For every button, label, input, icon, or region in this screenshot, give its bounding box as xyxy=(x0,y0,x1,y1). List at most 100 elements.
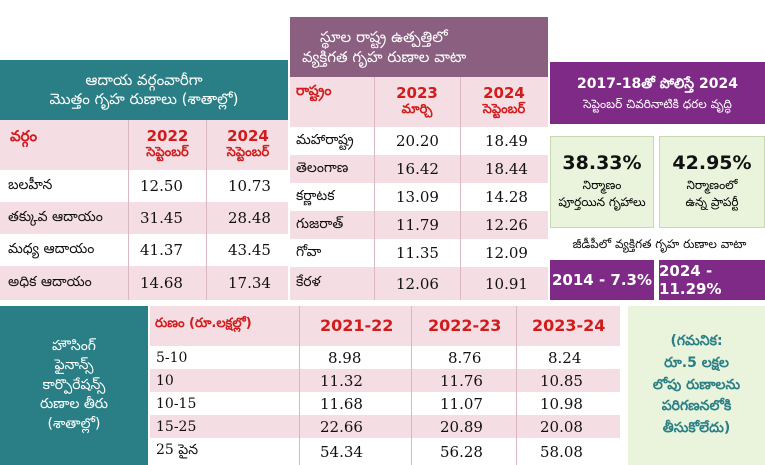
income-col-2024-year: 2024 xyxy=(227,127,269,145)
price-title: 2017-18తో పోలిస్తే 2024 సెప్టెంబర్ చివరి… xyxy=(550,62,765,124)
price-completed-card: 38.33% నిర్మాణం పూర్తయిన గృహాలు xyxy=(550,136,654,228)
hfc-row-label: 10-15 xyxy=(156,395,197,412)
price-construction-label2: ఉన్న ప్రాపర్టీ xyxy=(685,195,739,209)
income-col-2024-month: సెప్టెంబర్ xyxy=(226,145,270,160)
state-col-2024: 2024 సెప్టెంబర్ xyxy=(462,79,546,125)
state-title-line2: వ్యక్తిగత గృహ రుణాల వాటా xyxy=(302,48,467,66)
income-row-label: తక్కువ ఆదాయం xyxy=(8,208,103,225)
income-row-label: బలహీన xyxy=(8,176,53,193)
price-growth-box: 2017-18తో పోలిస్తే 2024 సెప్టెంబర్ చివరి… xyxy=(550,62,765,300)
hfc-note-line: పరిగణనలోకి xyxy=(661,398,732,415)
hfc-col-y2: 2022-23 xyxy=(428,316,502,335)
income-title-line2: మొత్తం గృహ రుణాలు (శాతాల్లో) xyxy=(49,90,239,108)
income-row-2024: 17.34 xyxy=(228,274,271,292)
hfc-row: 10-15 11.68 11.07 10.98 xyxy=(150,392,620,415)
hfc-row-y3: 58.08 xyxy=(540,442,583,461)
hfc-row: 5-10 8.98 8.76 8.24 xyxy=(150,346,620,369)
income-row-2022: 41.37 xyxy=(140,241,183,259)
hfc-col-y1: 2021-22 xyxy=(320,316,394,335)
state-row-2023: 11.79 xyxy=(396,216,439,234)
state-row-label: కేరళ xyxy=(296,274,321,290)
income-row-label: అధిక ఆదాయం xyxy=(8,273,92,290)
state-row-label: మహారాష్ట్ర xyxy=(296,131,354,148)
hfc-col-loan: రుణం (రూ.లక్షల్లో) xyxy=(155,316,252,331)
state-row-label: గోవా xyxy=(296,243,322,260)
state-row-2023: 16.42 xyxy=(396,160,439,178)
hfc-row-y2: 20.89 xyxy=(440,417,483,436)
hfc-note: (గమనిక: రూ.5 లక్షల లోపు రుణాలను పరిగణనలో… xyxy=(628,306,765,465)
hfc-side-line: కార్పొరేషన్స్ xyxy=(42,376,106,393)
state-row-2023: 20.20 xyxy=(396,132,439,150)
hfc-row-y1: 8.98 xyxy=(328,348,362,367)
state-row: తెలంగాణ 16.42 18.44 xyxy=(290,155,548,183)
state-table: స్థూల రాష్ట్ర ఉత్పత్తిలో వ్యక్తిగత గృహ ర… xyxy=(290,17,548,300)
hfc-divider xyxy=(299,306,300,465)
state-table-title: స్థూల రాష్ట్ర ఉత్పత్తిలో వ్యక్తిగత గృహ ర… xyxy=(290,17,548,77)
income-col-2022: 2022 సెప్టెంబర్ xyxy=(130,122,205,168)
hfc-row-label: 25 పైన xyxy=(156,442,199,458)
hfc-row-y3: 10.85 xyxy=(540,371,583,390)
hfc-note-line: తీసుకోలేదు) xyxy=(662,420,731,437)
hfc-row-y3: 8.24 xyxy=(548,348,582,367)
state-row: మహారాష్ట్ర 20.20 18.49 xyxy=(290,127,548,155)
hfc-side-line: (శాతాల్లో) xyxy=(47,415,101,432)
state-row: కర్ణాటక 13.09 14.28 xyxy=(290,183,548,211)
income-row: అధిక ఆదాయం 14.68 17.34 xyxy=(0,266,288,300)
hfc-row-label: 15-25 xyxy=(156,418,197,435)
state-row-label: తెలంగాణ xyxy=(296,159,349,176)
income-row-2024: 28.48 xyxy=(228,209,271,227)
state-row-label: గుజరాత్ xyxy=(296,215,344,232)
income-row-2024: 43.45 xyxy=(228,241,271,259)
hfc-row-label: 10 xyxy=(156,372,174,389)
state-col-2023-year: 2023 xyxy=(396,84,438,102)
income-col-2022-year: 2022 xyxy=(146,127,189,145)
state-row-2023: 13.09 xyxy=(396,188,439,206)
income-col-category: వర్గం xyxy=(10,127,38,145)
hfc-note-line: (గమనిక: xyxy=(670,333,723,350)
income-row-label: మధ్య ఆదాయం xyxy=(8,240,95,257)
income-col-2022-month: సెప్టెంబర్ xyxy=(146,145,189,160)
price-title-line2: సెప్టెంబర్ చివరినాటికి ధరల వృద్ధి xyxy=(583,96,732,111)
gdp-heading: జీడీపీలో వ్యక్తిగత గృహ రుణాల వాటా xyxy=(572,237,747,251)
price-construction-label1: నిర్మాణంలో xyxy=(686,178,738,192)
income-row-2024: 10.73 xyxy=(228,177,271,195)
hfc-table-header xyxy=(150,306,620,346)
state-row-2024: 18.44 xyxy=(485,160,528,178)
price-under-construction-card: 42.95% నిర్మాణంలో ఉన్న ప్రాపర్టీ xyxy=(659,136,765,228)
state-row-label: కర్ణాటక xyxy=(296,187,335,204)
hfc-side-line: రుణాల తీరు xyxy=(40,396,108,413)
state-divider xyxy=(460,77,461,300)
state-row-2024: 18.49 xyxy=(485,132,528,150)
hfc-row-y1: 54.34 xyxy=(320,442,363,461)
hfc-note-line: రూ.5 లక్షల xyxy=(664,354,729,371)
hfc-row: 10 11.32 11.76 10.85 xyxy=(150,369,620,392)
hfc-row-y3: 10.98 xyxy=(540,394,583,413)
state-title-line1: స్థూల రాష్ట్ర ఉత్పత్తిలో xyxy=(320,27,448,46)
hfc-side-title: హౌసింగ్ ఫైనాన్స్ కార్పొరేషన్స్ రుణాల తీర… xyxy=(0,306,148,465)
state-col-2023-month: మార్చి xyxy=(401,102,433,117)
income-row-2022: 12.50 xyxy=(140,177,183,195)
state-col-2024-month: సెప్టెంబర్ xyxy=(482,102,526,117)
hfc-row-label: 5-10 xyxy=(156,349,188,366)
hfc-row-y2: 11.07 xyxy=(440,394,483,413)
income-row: బలహీన 12.50 10.73 xyxy=(0,170,288,202)
hfc-row-y3: 20.08 xyxy=(540,417,583,436)
income-row-2022: 31.45 xyxy=(140,209,183,227)
income-row: మధ్య ఆదాయం 41.37 43.45 xyxy=(0,234,288,266)
price-title-line1: 2017-18తో పోలిస్తే 2024 xyxy=(577,75,738,92)
income-row: తక్కువ ఆదాయం 31.45 28.48 xyxy=(0,202,288,234)
hfc-row-y1: 11.32 xyxy=(320,371,363,390)
income-divider xyxy=(206,120,207,300)
state-col-2024-year: 2024 xyxy=(483,84,525,102)
price-completed-label2: పూర్తయిన గృహాలు xyxy=(558,195,646,209)
state-row-2023: 11.35 xyxy=(396,244,439,262)
state-divider xyxy=(374,77,375,300)
hfc-row-y1: 22.66 xyxy=(320,417,363,436)
hfc-note-line: లోపు రుణాలను xyxy=(652,376,741,393)
state-row-2024: 14.28 xyxy=(485,188,528,206)
income-col-2024: 2024 సెప్టెంబర్ xyxy=(208,122,288,168)
income-table-header xyxy=(0,120,288,170)
hfc-row-y2: 56.28 xyxy=(440,442,483,461)
hfc-row-y2: 11.76 xyxy=(440,371,483,390)
state-col-2023: 2023 మార్చి xyxy=(376,79,458,125)
